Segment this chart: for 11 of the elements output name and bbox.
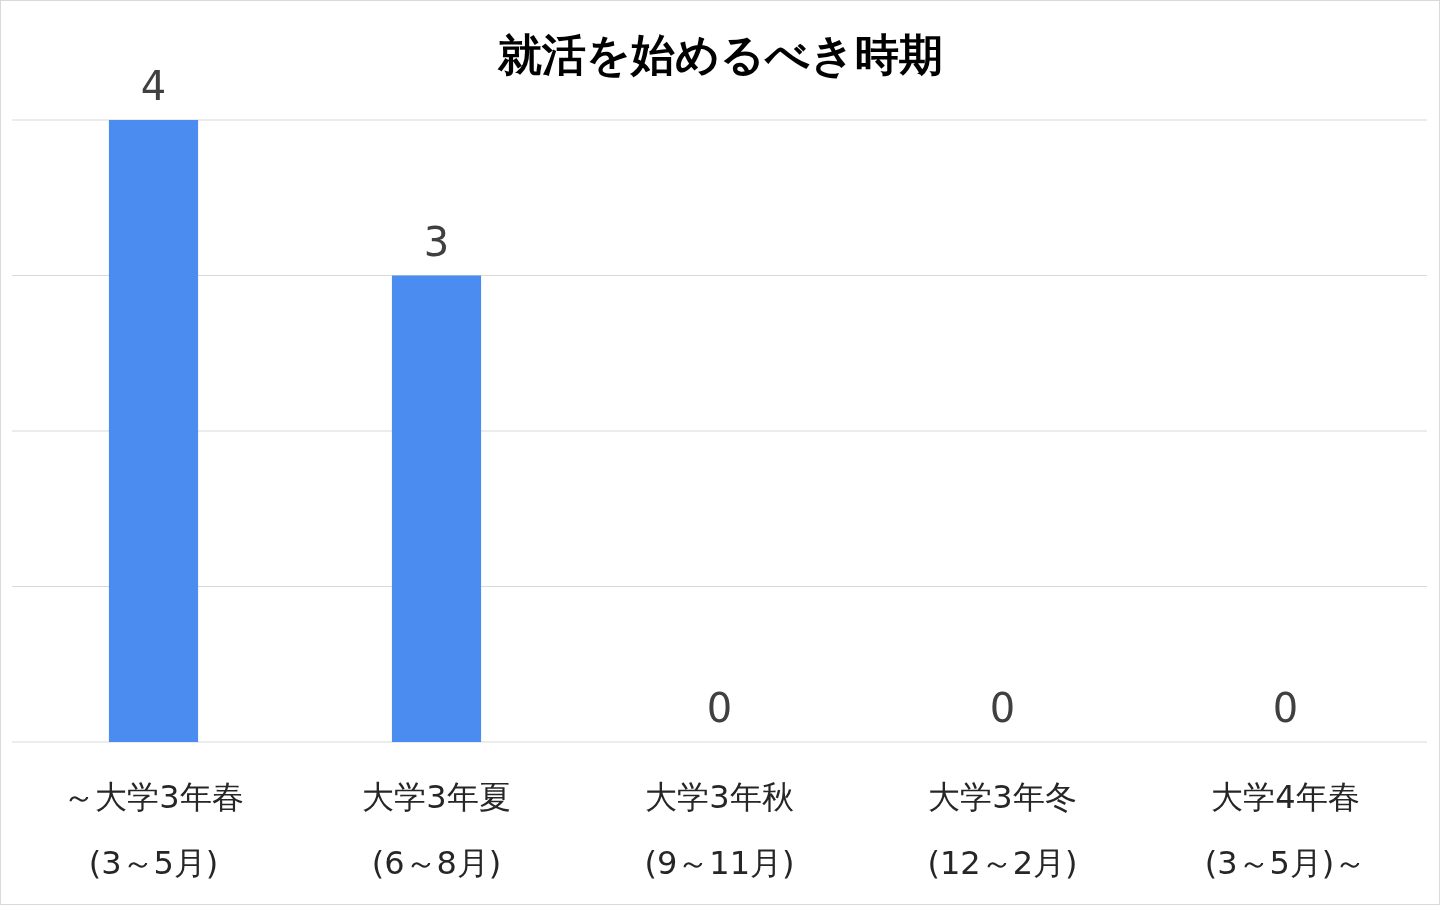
data-label: 0 [706,685,733,731]
x-tick-label: 大学3年夏 (6～8月) [362,778,511,882]
x-tick-label: 大学4年春 (3～5月)～ [1204,778,1367,882]
data-label: 4 [140,63,167,109]
data-label: 3 [423,218,450,265]
chart-title: 就活を始めるべき時期 [496,29,943,80]
x-tick-label: ～大学3年春 (3～5月) [63,778,244,882]
x-tick-label: 大学3年冬 (12～2月) [927,778,1078,882]
data-label: 0 [1272,685,1299,731]
x-tick-label: 大学3年秋 (9～11月) [644,778,795,882]
data-label: 0 [989,685,1016,731]
